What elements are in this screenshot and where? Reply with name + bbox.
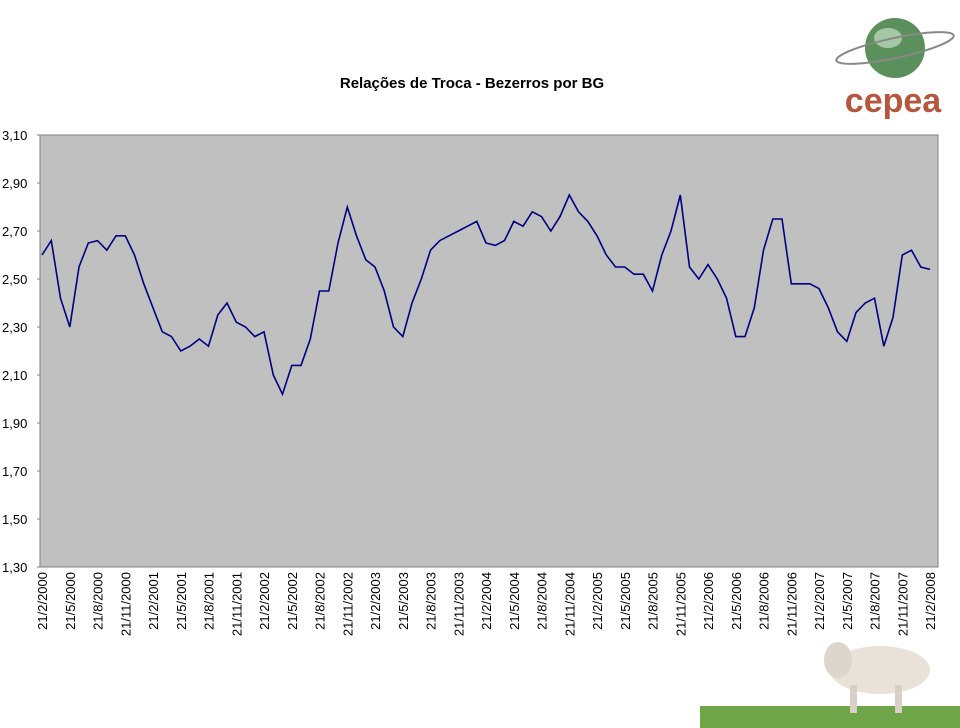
plot-area — [39, 134, 939, 568]
cow — [700, 642, 960, 728]
x-tick-label: 21/11/2007 — [895, 572, 910, 636]
y-tick-label: 2,10 — [2, 368, 27, 383]
x-tick-label: 21/11/2002 — [340, 572, 355, 636]
x-tick-label: 21/8/2006 — [757, 572, 772, 630]
y-tick-label: 1,30 — [2, 560, 27, 575]
x-tick-label: 21/2/2000 — [35, 572, 50, 630]
x-tick-label: 21/5/2005 — [618, 572, 633, 630]
x-tick-label: 21/8/2001 — [202, 572, 217, 630]
x-tick-label: 21/5/2004 — [507, 572, 522, 630]
x-tick-label: 21/5/2007 — [840, 572, 855, 630]
x-tick-label: 21/11/2001 — [229, 572, 244, 636]
x-tick-label: 21/2/2006 — [701, 572, 716, 630]
x-tick-label: 21/11/2006 — [784, 572, 799, 636]
y-tick-label: 2,30 — [2, 320, 27, 335]
y-tick-label: 1,50 — [2, 512, 27, 527]
x-tick-label: 21/2/2003 — [368, 572, 383, 630]
x-tick-label: 21/5/2000 — [63, 572, 78, 630]
x-tick-label: 21/2/2007 — [812, 572, 827, 630]
x-tick-label: 21/8/2007 — [868, 572, 883, 630]
data-line — [41, 193, 931, 397]
x-tick-label: 21/2/2008 — [923, 572, 938, 630]
y-tick-label: 1,70 — [2, 464, 27, 479]
y-tick-label: 1,90 — [2, 416, 27, 431]
logo-text: cepea — [845, 82, 942, 120]
x-tick-label: 21/8/2000 — [91, 572, 106, 630]
y-tick-label: 2,70 — [2, 224, 27, 239]
x-tick-label: 21/11/2005 — [673, 572, 688, 636]
chart-title: Relações de Troca - Bezerros por BG — [340, 75, 604, 92]
x-tick-label: 21/5/2002 — [285, 572, 300, 630]
y-tick-label: 2,90 — [2, 176, 27, 191]
x-tick-label: 21/11/2003 — [451, 572, 466, 636]
x-tick-label: 21/5/2003 — [396, 572, 411, 630]
x-tick-label: 21/2/2004 — [479, 572, 494, 630]
x-tick-label: 21/8/2004 — [535, 572, 550, 630]
x-tick-label: 21/11/2000 — [118, 572, 133, 636]
x-tick-label: 21/8/2005 — [646, 572, 661, 630]
x-tick-label: 21/11/2004 — [562, 572, 577, 636]
x-tick-label: 21/2/2001 — [146, 572, 161, 630]
logo: cepea — [835, 18, 955, 120]
y-tick-label: 2,50 — [2, 272, 27, 287]
x-tick-label: 21/2/2005 — [590, 572, 605, 630]
x-tick-label: 21/5/2001 — [174, 572, 189, 630]
y-tick-label: 3,10 — [2, 128, 27, 143]
x-tick-label: 21/8/2003 — [424, 572, 439, 630]
x-tick-label: 21/8/2002 — [313, 572, 328, 630]
x-tick-label: 21/5/2006 — [729, 572, 744, 630]
x-tick-label: 21/2/2002 — [257, 572, 272, 630]
